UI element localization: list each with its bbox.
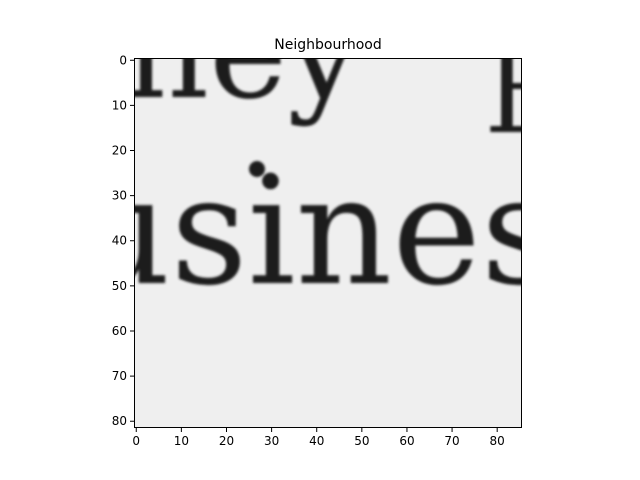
- x-tick-label: 30: [264, 434, 279, 448]
- y-tick-label: 60: [112, 324, 127, 338]
- chart-title: Neighbourhood: [274, 37, 381, 53]
- y-tick-label: 10: [112, 98, 127, 112]
- y-axis-ticks: 0 10 20 30 40 50 60 70 80: [112, 53, 134, 428]
- paper-background: [134, 58, 522, 428]
- x-tick-label: 0: [132, 434, 140, 448]
- x-tick-label: 10: [174, 434, 189, 448]
- upper-right-letter-fragment: B: [484, 25, 569, 160]
- x-tick-label: 40: [309, 434, 324, 448]
- x-tick-label: 20: [219, 434, 234, 448]
- x-tick-label: 70: [444, 434, 459, 448]
- y-tick-label: 20: [112, 144, 127, 158]
- y-tick-label: 80: [112, 414, 127, 428]
- x-axis-ticks: 0 10 20 30 40 50 60 70 80: [132, 428, 505, 448]
- y-tick-label: 40: [112, 234, 127, 248]
- image-plot-area: ney B usiness: [74, 0, 635, 428]
- x-tick-label: 80: [490, 434, 505, 448]
- y-tick-label: 0: [119, 53, 127, 67]
- x-tick-label: 60: [399, 434, 414, 448]
- y-tick-label: 50: [112, 279, 127, 293]
- i-dot-mark: [249, 161, 265, 177]
- upper-line-text-fragment: ney: [124, 0, 362, 129]
- y-tick-label: 70: [112, 369, 127, 383]
- y-tick-label: 30: [112, 189, 127, 203]
- lower-line-text-fragment: usiness: [74, 145, 635, 319]
- plot-frame: [134, 58, 522, 428]
- x-tick-label: 50: [354, 434, 369, 448]
